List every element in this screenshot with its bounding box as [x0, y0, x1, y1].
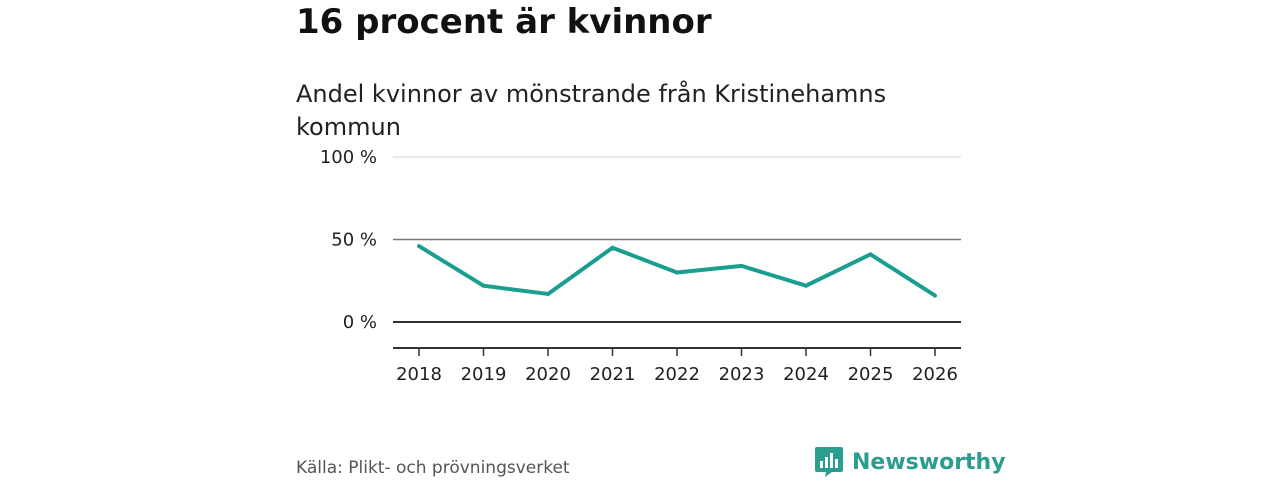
chart-subtitle: Andel kvinnor av mönstrande från Kristin…	[296, 80, 887, 141]
x-tick-label: 2023	[719, 364, 765, 385]
data-point	[804, 283, 808, 288]
source-note: Källa: Plikt- och prövningsverket	[296, 458, 570, 478]
y-tick-label: 100 %	[320, 147, 377, 168]
headline: 16 procent är kvinnor	[296, 2, 712, 42]
data-point	[417, 244, 421, 249]
data-point	[933, 293, 937, 298]
y-tick-label: 50 %	[331, 230, 377, 251]
x-tick-label: 2026	[912, 364, 958, 385]
brand-name: Newsworthy	[852, 449, 1006, 475]
brand-logo: Newsworthy	[814, 446, 1006, 478]
x-tick-label: 2024	[783, 364, 829, 385]
x-tick-label: 2025	[848, 364, 894, 385]
data-point	[739, 263, 744, 268]
data-point	[675, 270, 679, 275]
data-point	[868, 252, 873, 257]
data-point	[481, 283, 486, 288]
x-tick-label: 2020	[525, 364, 571, 385]
y-tick-label: 0 %	[343, 312, 377, 333]
data-point	[610, 245, 615, 250]
x-tick-label: 2021	[590, 364, 636, 385]
data-point	[546, 291, 550, 296]
x-tick-label: 2022	[654, 364, 700, 385]
newsworthy-logo-icon	[815, 447, 843, 477]
x-tick-label: 2019	[461, 364, 507, 385]
x-tick-label: 2018	[396, 364, 442, 385]
